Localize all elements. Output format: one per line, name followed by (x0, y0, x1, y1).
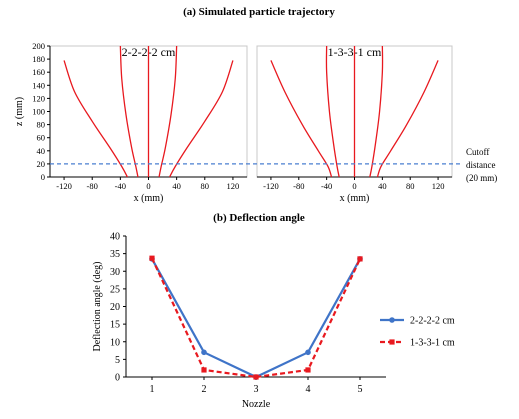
trajectory-line-2 (119, 45, 139, 178)
y-tick-label: 20 (110, 302, 120, 313)
y-tick-label: 120 (32, 93, 45, 103)
series-point-square (201, 367, 207, 373)
x-tick-label: 5 (358, 384, 363, 395)
x-tick-label: 120 (227, 181, 240, 191)
series-point-circle (305, 349, 311, 356)
x-tick-label: -120 (263, 181, 279, 191)
y-tick-label: 15 (110, 320, 120, 331)
y-tick-label: 20 (37, 159, 46, 169)
trajectory-line-5 (376, 60, 439, 178)
x-tick-label: -40 (115, 181, 126, 191)
series-point-square (357, 256, 363, 262)
trajectory-line-1 (63, 60, 128, 178)
y-tick-label: 40 (37, 146, 46, 156)
y-tick-label: 100 (32, 107, 45, 117)
x-tick-label: -120 (56, 181, 72, 191)
x-tick-label: 1 (150, 384, 155, 395)
x-tick-label: 3 (254, 384, 259, 395)
series-point-square (305, 367, 311, 373)
cutoff-distance-line: Cutoff distance (20 mm) (50, 147, 497, 183)
trajectory-line-1 (270, 60, 333, 178)
series-line-1 (151, 258, 361, 379)
x-tick-label: 120 (432, 181, 445, 191)
cutoff-label-line: (20 mm) (466, 173, 497, 183)
x-tick-label: 80 (406, 181, 415, 191)
series-point-circle (201, 349, 207, 356)
x-tick-label: 80 (201, 181, 210, 191)
x-axis-label: Nozzle (242, 399, 271, 410)
trajectory-line-5 (169, 60, 234, 178)
cutoff-label-line: distance (466, 160, 496, 170)
x-tick-label: -80 (87, 181, 98, 191)
legend-label: 1-3-3-1 cm (410, 338, 455, 349)
y-tick-label: 60 (37, 133, 46, 143)
y-tick-label: 40 (110, 232, 120, 243)
x-axis-label: x (mm) (134, 193, 164, 204)
y-axis-label: z (mm) (14, 97, 25, 126)
legend-label: 2-2-2-2 cm (410, 316, 455, 327)
y-tick-label: 35 (110, 249, 120, 260)
series-line-2 (151, 257, 361, 379)
x-tick-label: 2 (202, 384, 207, 395)
cutoff-label-line: Cutoff (466, 147, 489, 157)
x-tick-label: 40 (378, 181, 387, 191)
chart-legend: 2-2-2-2 cm 1-3-3-1 cm (380, 316, 455, 349)
x-tick-label: 0 (352, 181, 356, 191)
series-point-square (149, 255, 155, 261)
x-tick-label: 4 (306, 384, 311, 395)
y-tick-label: 200 (32, 41, 45, 51)
y-tick-label: 140 (32, 80, 45, 90)
section-b-title: (b) Deflection angle (213, 212, 305, 224)
deflection-angle-chart: 0 5 10 15 20 25 30 35 40 1 2 3 4 5 Nozzle Deflection an… (92, 232, 455, 411)
legend-swatch-circle (389, 317, 395, 323)
section-a-title: (a) Simulated particle trajectory (183, 6, 335, 18)
y-tick-label: 30 (110, 267, 120, 278)
x-tick-label: -40 (321, 181, 332, 191)
y-axis-label: Deflection angle (deg) (92, 262, 103, 352)
series-point-square (253, 374, 259, 380)
y-tick-label: 25 (110, 284, 120, 295)
trajectory-line-4 (369, 45, 384, 178)
trajectory-line-4 (158, 45, 178, 178)
y-tick-label: 0 (41, 172, 45, 182)
y-tick-label: 160 (32, 67, 45, 77)
y-tick-label: 0 (115, 373, 120, 384)
y-tick-label: 80 (37, 120, 46, 130)
y-tick-label: 5 (115, 355, 120, 366)
x-tick-label: -80 (293, 181, 304, 191)
x-tick-label: 40 (172, 181, 181, 191)
y-tick-label: 10 (110, 337, 120, 348)
legend-swatch-square (389, 339, 395, 345)
trajectory-line-2 (325, 45, 340, 178)
y-tick-label: 180 (32, 54, 45, 64)
x-axis-label: x (mm) (340, 193, 370, 204)
x-tick-label: 0 (146, 181, 150, 191)
